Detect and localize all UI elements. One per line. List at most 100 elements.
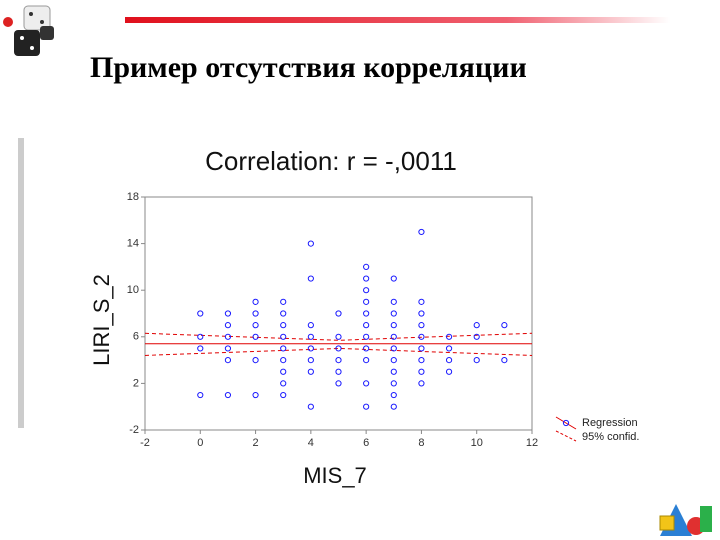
point xyxy=(197,345,204,352)
point xyxy=(473,322,480,329)
y-tick-label: 18 xyxy=(127,191,139,203)
point xyxy=(390,333,397,340)
point xyxy=(418,322,425,329)
point xyxy=(307,322,314,329)
point xyxy=(390,275,397,282)
point xyxy=(418,333,425,340)
point xyxy=(280,322,287,329)
point xyxy=(418,298,425,305)
point xyxy=(445,357,453,364)
x-tick-label: 0 xyxy=(197,437,203,449)
point xyxy=(501,357,508,364)
point xyxy=(390,310,397,317)
point xyxy=(252,391,259,399)
point xyxy=(307,368,314,375)
point xyxy=(363,345,370,352)
point xyxy=(363,333,370,340)
point xyxy=(280,391,287,399)
point xyxy=(280,368,287,375)
point xyxy=(390,322,397,329)
x-axis-label: MIS_7 xyxy=(303,463,367,488)
point xyxy=(252,322,259,329)
point xyxy=(418,357,425,364)
point xyxy=(418,368,425,375)
point xyxy=(280,310,287,317)
point xyxy=(197,391,204,399)
x-tick-label: 2 xyxy=(253,437,259,449)
x-tick-label: -2 xyxy=(140,437,150,449)
point xyxy=(390,357,397,364)
point xyxy=(363,322,370,329)
y-tick-label: 2 xyxy=(133,377,139,389)
point xyxy=(390,368,397,375)
point xyxy=(252,333,259,340)
point xyxy=(390,403,397,410)
point xyxy=(335,357,342,364)
point xyxy=(197,333,204,340)
point xyxy=(363,275,370,282)
legend-swatch xyxy=(555,416,577,430)
point xyxy=(224,357,232,364)
legend-label: Regression xyxy=(582,417,638,429)
point xyxy=(307,333,314,340)
point xyxy=(307,357,314,364)
x-tick-label: 10 xyxy=(471,437,483,449)
point xyxy=(418,228,425,236)
point xyxy=(390,391,397,399)
point xyxy=(280,345,287,352)
point xyxy=(363,357,370,364)
point xyxy=(335,333,342,340)
point xyxy=(363,310,370,317)
point xyxy=(252,298,259,305)
point xyxy=(197,310,204,317)
point xyxy=(252,310,259,317)
legend-swatch xyxy=(555,430,577,442)
point xyxy=(390,380,397,387)
y-axis-label: LIRI_S_2 xyxy=(89,274,114,366)
point xyxy=(473,333,480,340)
point xyxy=(280,333,287,340)
chart-title: Correlation: r = -,0011 xyxy=(205,146,457,176)
x-tick-label: 4 xyxy=(308,437,314,449)
slide-title: Пример отсутствия корреляции xyxy=(90,51,527,84)
point xyxy=(390,298,397,305)
point xyxy=(252,357,259,364)
point xyxy=(307,403,314,410)
point xyxy=(363,403,370,410)
side-bar xyxy=(18,138,24,428)
y-tick-label: 14 xyxy=(127,238,139,250)
point xyxy=(335,310,342,317)
legend-swatch xyxy=(562,419,570,427)
shapes-icon xyxy=(659,504,712,536)
point xyxy=(224,391,232,399)
point xyxy=(224,322,232,329)
point xyxy=(307,240,314,247)
point xyxy=(224,333,232,340)
plot-frame xyxy=(144,196,533,431)
legend-label: 95% confid. xyxy=(582,431,639,443)
header-bar xyxy=(125,17,670,23)
confidence-lower xyxy=(144,347,533,356)
point xyxy=(445,368,453,375)
point xyxy=(280,298,287,305)
point xyxy=(390,345,397,352)
point xyxy=(363,287,370,294)
y-tick-label: -2 xyxy=(129,424,139,436)
point xyxy=(280,380,287,387)
point xyxy=(280,357,287,364)
point xyxy=(363,380,370,387)
point xyxy=(445,333,453,340)
point xyxy=(335,345,342,352)
y-tick-label: 10 xyxy=(127,284,139,296)
point xyxy=(418,345,425,352)
point xyxy=(418,380,425,387)
point xyxy=(445,345,453,352)
point xyxy=(335,380,342,387)
x-tick-label: 6 xyxy=(363,437,369,449)
y-tick-label: 6 xyxy=(133,331,139,343)
point xyxy=(363,298,370,305)
x-tick-label: 8 xyxy=(418,437,424,449)
confidence-upper xyxy=(144,332,533,341)
